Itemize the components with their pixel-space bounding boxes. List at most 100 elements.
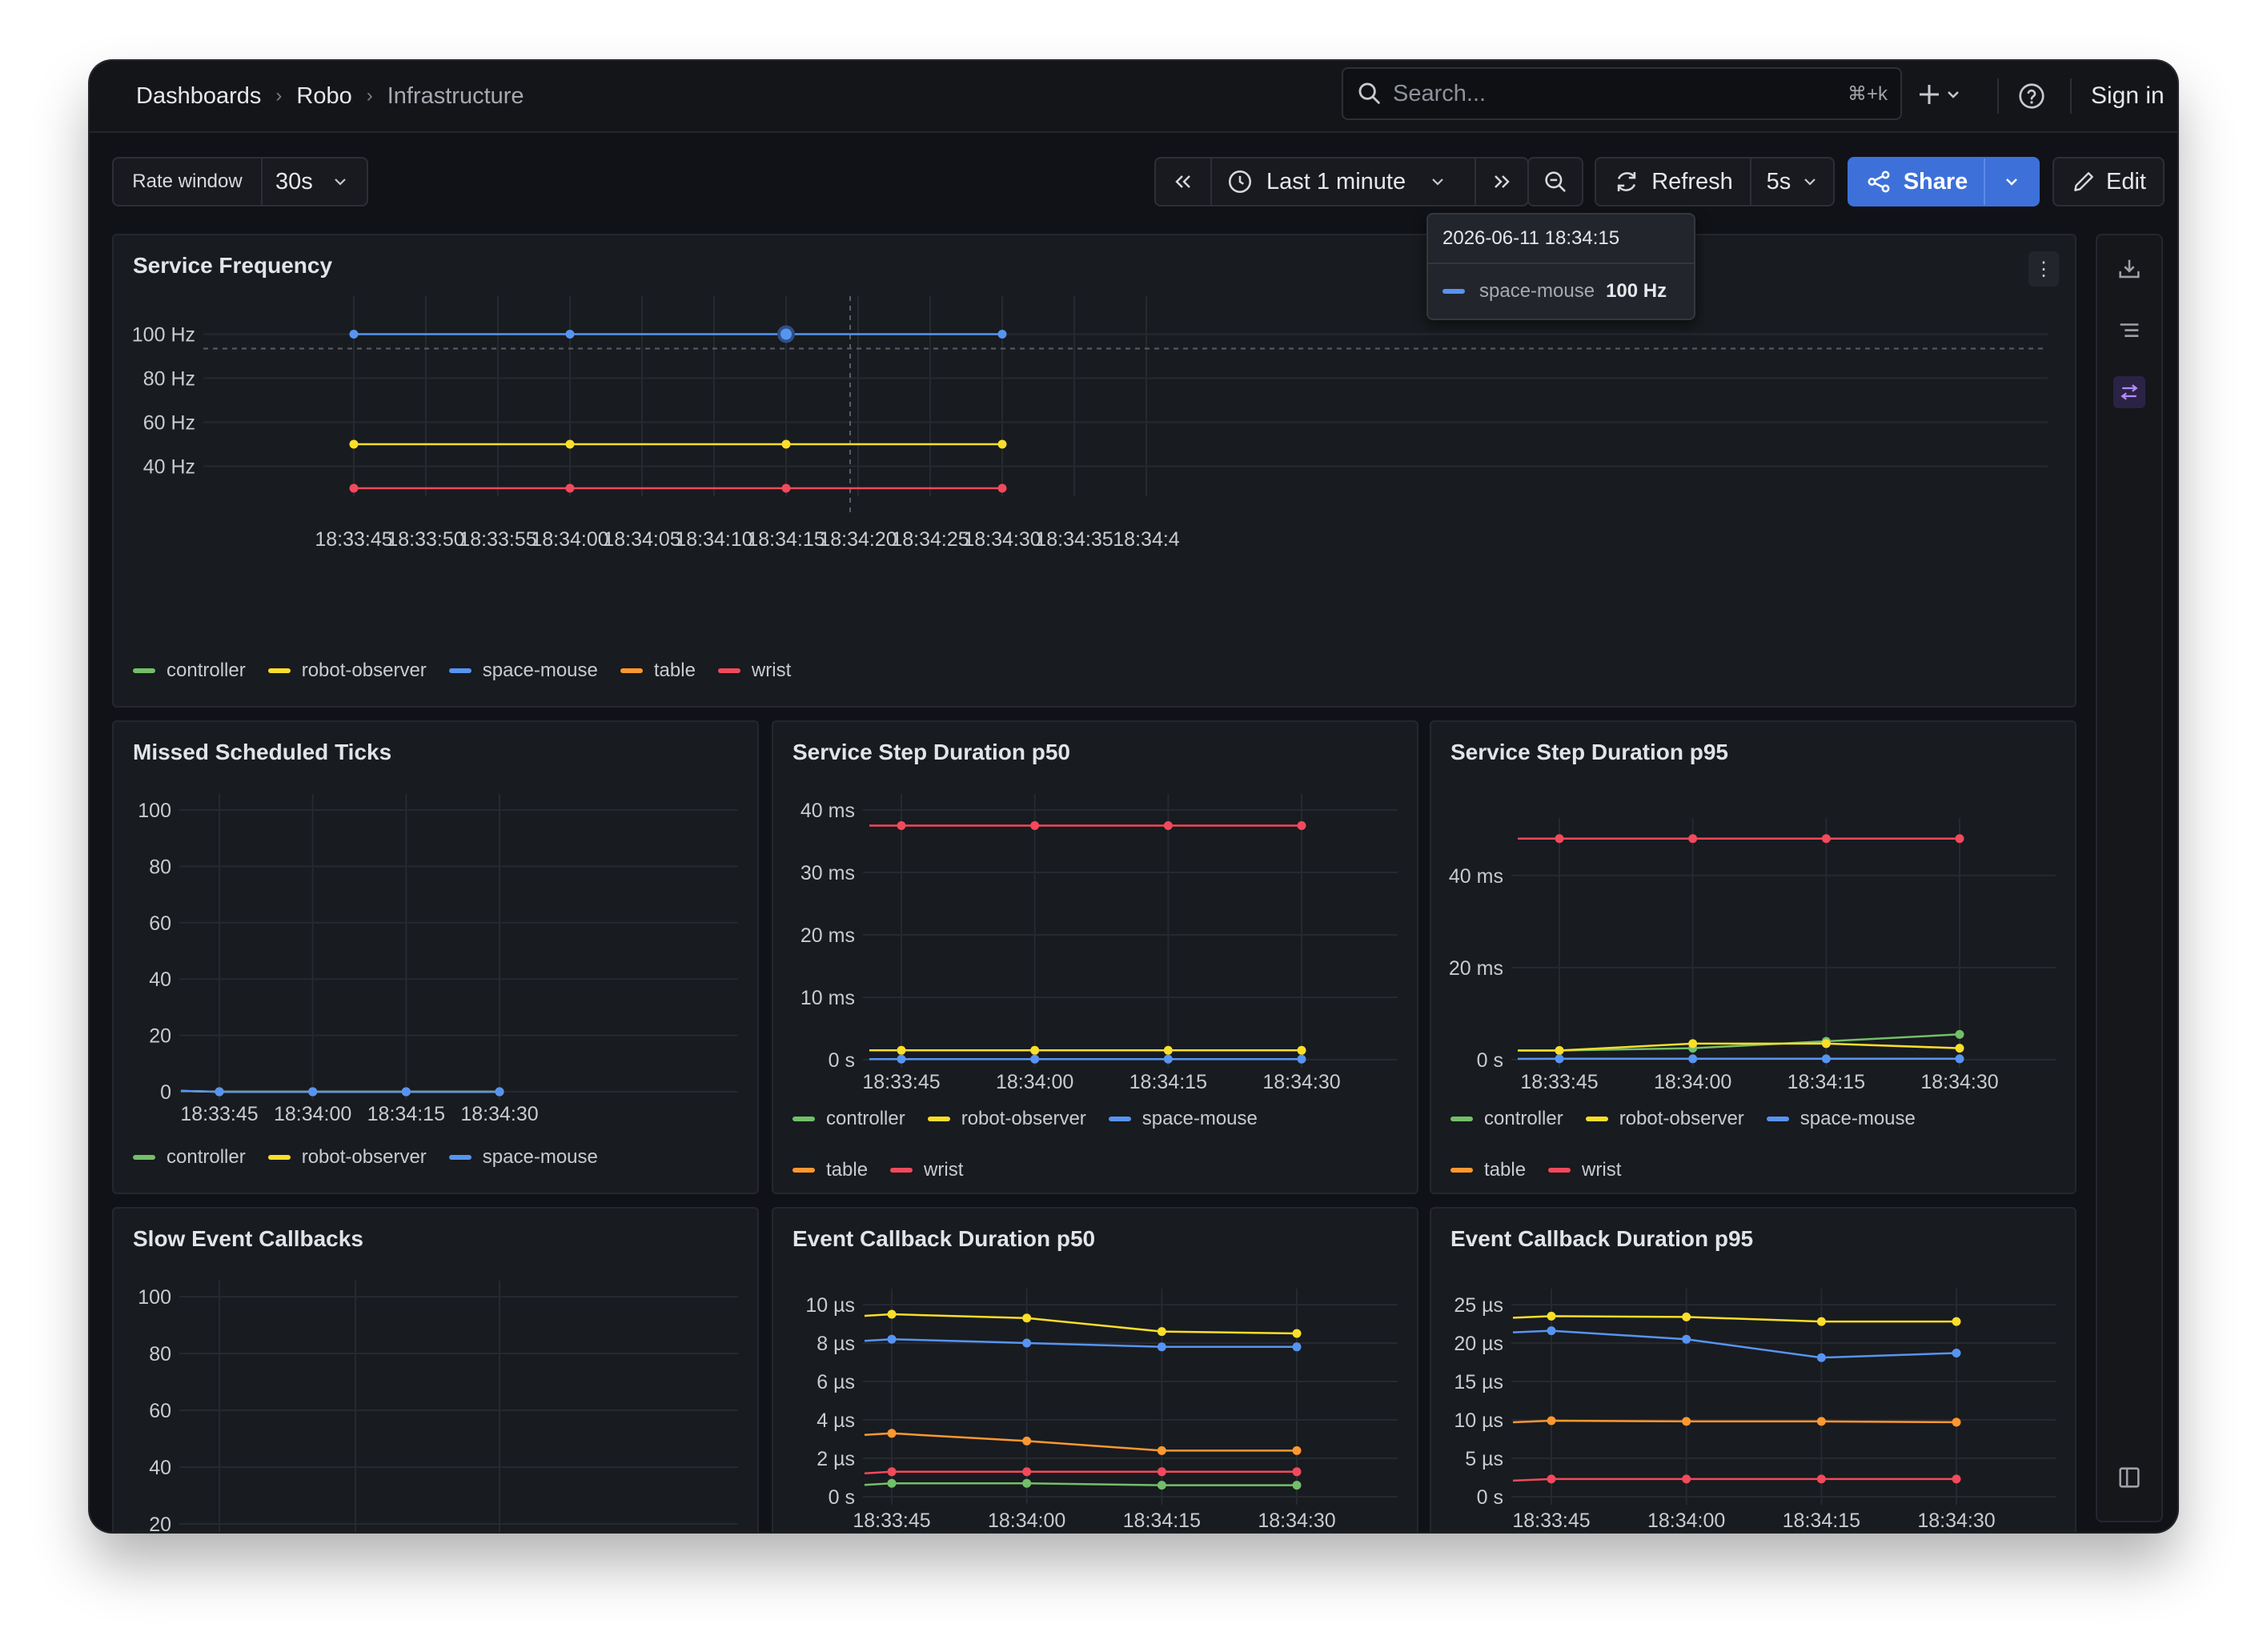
refresh-picker: Refresh 5s xyxy=(1595,157,1835,206)
x-tick-label: 18:34:30 xyxy=(1262,1071,1340,1093)
x-tick-label: 18:34:30 xyxy=(1258,1510,1335,1532)
export-button[interactable] xyxy=(2113,253,2145,285)
legend-swatch xyxy=(1585,1117,1608,1121)
x-tick-label: 18:34:00 xyxy=(996,1071,1073,1093)
time-forward-button[interactable] xyxy=(1475,158,1527,205)
breadcrumb-dashboards[interactable]: Dashboards xyxy=(136,82,262,109)
chart-service-step-duration-p50[interactable]: 40 ms 30 ms 20 ms 10 ms 0 s 18:33:45 18:34:00 1… xyxy=(773,722,1418,1194)
share-options-button[interactable] xyxy=(1984,158,2038,205)
y-tick-label: 0 s xyxy=(829,1486,855,1509)
data-point xyxy=(1682,1312,1691,1321)
y-tick-label: 60 Hz xyxy=(143,412,195,435)
data-point xyxy=(495,1087,504,1097)
grid-lines xyxy=(203,296,2048,496)
add-new-button[interactable] xyxy=(1916,77,1968,112)
legend-item-robot-observer[interactable]: robot-observer xyxy=(927,1108,1086,1130)
search-input[interactable]: Search... ⌘+k xyxy=(1342,67,1902,120)
edit-button[interactable]: Edit xyxy=(2052,157,2165,206)
refresh-interval-select[interactable]: 5s xyxy=(1750,158,1833,205)
chart-missed-scheduled-ticks[interactable]: 100 80 60 40 20 0 18:33:45 18:34:00 18:34:15 18:3… xyxy=(114,722,759,1194)
share-label: Share xyxy=(1903,168,1968,194)
time-range-select[interactable]: Last 1 minute xyxy=(1210,158,1475,205)
data-point xyxy=(1682,1474,1691,1484)
series-line-robot-observer xyxy=(1517,1042,1960,1052)
time-picker: Last 1 minute xyxy=(1154,157,1529,206)
legend-swatch xyxy=(1108,1117,1131,1121)
legend-item-robot-observer[interactable]: robot-observer xyxy=(267,660,427,682)
share-button[interactable]: Share xyxy=(1849,158,1984,205)
data-point xyxy=(1547,1326,1556,1336)
chart-legend: controller robot-observer space-mouse table… xyxy=(1450,1108,2043,1181)
data-point xyxy=(1292,1329,1302,1338)
x-tick-label: 18:34:15 xyxy=(747,528,825,551)
legend-item-table[interactable]: table xyxy=(792,1159,868,1181)
outline-button[interactable] xyxy=(2113,315,2145,347)
highlighted-point xyxy=(777,325,795,343)
chart-legend: controller robot-observer space-mouse table… xyxy=(792,1108,1385,1181)
chart-slow-event-callbacks[interactable]: 100 80 60 40 20 xyxy=(114,1209,759,1532)
help-button[interactable] xyxy=(2016,80,2048,112)
chart-event-callback-duration-p50[interactable]: 10 µs 8 µs 6 µs 4 µs 2 µs 0 s18:33:45 18:34:00… xyxy=(773,1209,1418,1532)
x-tick-label: 18:34:15 xyxy=(1129,1071,1207,1093)
series-wrist xyxy=(869,821,1306,830)
y-tick-label: 0 s xyxy=(1477,1486,1503,1509)
legend-item-wrist[interactable]: wrist xyxy=(890,1159,963,1181)
grid-lines xyxy=(863,1289,1398,1505)
data-point xyxy=(1030,1054,1040,1064)
legend-item-wrist[interactable]: wrist xyxy=(1548,1159,1621,1181)
legend-item-wrist[interactable]: wrist xyxy=(717,660,791,682)
zoom-out-button[interactable] xyxy=(1527,157,1583,206)
data-point xyxy=(349,483,359,493)
series-line-space-mouse xyxy=(180,1089,500,1093)
legend-label: table xyxy=(653,660,696,681)
data-point xyxy=(1688,1054,1698,1064)
panel-title: Service Frequency xyxy=(133,253,333,278)
y-tick-label: 80 xyxy=(149,856,171,878)
y-tick-label: 80 xyxy=(149,1343,171,1365)
legend-item-table[interactable]: table xyxy=(1450,1159,1526,1181)
grid-lines xyxy=(179,1281,738,1532)
data-point xyxy=(1157,1342,1166,1352)
legend-item-space-mouse[interactable]: space-mouse xyxy=(1108,1108,1258,1130)
legend-item-controller[interactable]: controller xyxy=(133,1146,246,1169)
series-controller xyxy=(1517,1029,1964,1055)
legend-swatch xyxy=(620,668,643,673)
rate-window-variable: Rate window 30s xyxy=(112,157,368,206)
legend-item-space-mouse[interactable]: space-mouse xyxy=(1766,1108,1916,1130)
legend-item-robot-observer[interactable]: robot-observer xyxy=(1585,1108,1744,1130)
legend-label: robot-observer xyxy=(961,1108,1086,1129)
sidebar-panel-icon xyxy=(2119,1467,2140,1488)
y-tick-label: 100 Hz xyxy=(132,324,195,347)
time-back-button[interactable] xyxy=(1156,158,1210,205)
breadcrumb-robo[interactable]: Robo xyxy=(296,82,352,109)
legend-item-robot-observer[interactable]: robot-observer xyxy=(267,1146,427,1169)
legend-label: space-mouse xyxy=(482,660,598,681)
y-tick-label: 2 µs xyxy=(817,1448,855,1470)
data-point xyxy=(1157,1327,1166,1337)
legend-item-table[interactable]: table xyxy=(620,660,696,682)
refresh-button[interactable]: Refresh xyxy=(1596,158,1750,205)
legend-item-space-mouse[interactable]: space-mouse xyxy=(448,1146,598,1169)
legend-item-space-mouse[interactable]: space-mouse xyxy=(448,660,598,682)
search-shortcut: ⌘+k xyxy=(1847,82,1888,105)
help-icon xyxy=(2019,83,2044,109)
toggle-sidebar-button[interactable] xyxy=(2113,1462,2145,1494)
legend-item-controller[interactable]: controller xyxy=(1450,1108,1563,1130)
data-point xyxy=(1955,1044,1964,1053)
legend-item-controller[interactable]: controller xyxy=(133,660,246,682)
legend-item-controller[interactable]: controller xyxy=(792,1108,905,1130)
data-point xyxy=(1682,1417,1691,1426)
sign-in-link[interactable]: Sign in xyxy=(2091,82,2165,109)
chart-service-step-duration-p95[interactable]: 40 ms 20 ms 0 s 18:33:45 18:34:00 18:34:15 18:… xyxy=(1431,722,2076,1194)
panel-service-step-duration-p95: Service Step Duration p95 40 ms 20 ms 0 s 1… xyxy=(1430,720,2076,1194)
x-tick-label: 18:34:4 xyxy=(1113,528,1180,551)
data-point xyxy=(887,1429,897,1438)
rate-window-select[interactable]: 30s xyxy=(261,158,367,205)
legend-label: table xyxy=(826,1159,869,1181)
variables-button[interactable] xyxy=(2113,376,2145,408)
plus-icon xyxy=(1920,85,1959,104)
chart-event-callback-duration-p95[interactable]: 25 µs 20 µs 15 µs 10 µs 5 µs 0 s 18:33:45 18:34… xyxy=(1431,1209,2076,1532)
legend-swatch xyxy=(890,1168,913,1173)
panel-menu-button[interactable]: ⋮ xyxy=(2028,251,2059,287)
